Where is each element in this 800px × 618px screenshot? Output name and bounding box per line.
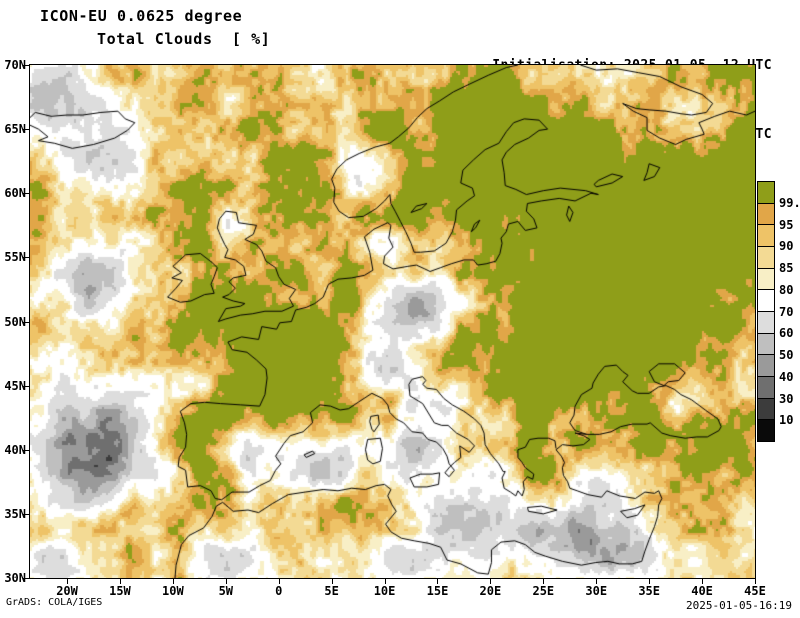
x-tick-mark xyxy=(331,579,333,584)
colorbar-segment xyxy=(758,419,774,442)
colorbar-segment xyxy=(758,202,774,225)
x-tick-label: 40E xyxy=(691,584,713,598)
x-tick-mark xyxy=(543,579,545,584)
x-tick-label: 5E xyxy=(324,584,339,598)
y-tick-label: 70N xyxy=(4,58,26,72)
colorbar-tick-label: 30 xyxy=(779,391,794,406)
x-tick-label: 5W xyxy=(218,584,234,598)
colorbar-tick-label: 40 xyxy=(779,369,794,384)
x-tick-label: 15W xyxy=(109,584,131,598)
x-tick-label: 20W xyxy=(56,584,78,598)
colorbar-segment xyxy=(758,182,774,203)
colorbar xyxy=(757,181,775,442)
x-tick-mark xyxy=(119,579,121,584)
x-tick-mark xyxy=(225,579,227,584)
cloud-cover-map-canvas xyxy=(30,65,755,578)
x-tick-mark xyxy=(67,579,69,584)
colorbar-segment xyxy=(758,397,774,420)
y-tick-label: 60N xyxy=(4,186,26,201)
variable-title: Total Clouds [ %] xyxy=(97,30,271,48)
y-tick-label: 40N xyxy=(4,442,26,457)
x-tick-mark xyxy=(755,579,756,584)
x-tick-label: 45E xyxy=(744,584,766,598)
y-tick-label: 50N xyxy=(4,314,26,329)
grads-credit: GrADS: COLA/IGES xyxy=(6,597,103,608)
x-tick-label: 10W xyxy=(162,584,184,598)
x-tick-label: 0 xyxy=(275,584,283,598)
creation-timestamp: 2025-01-05-16:19 xyxy=(686,599,792,612)
x-tick-mark xyxy=(649,579,651,584)
y-tick-label: 35N xyxy=(4,506,26,521)
colorbar-tick-label: 85 xyxy=(779,261,794,275)
x-tick-label: 15E xyxy=(426,584,449,598)
colorbar-tick-label: 60 xyxy=(779,326,794,341)
x-tick-mark xyxy=(702,579,704,584)
colorbar-segment xyxy=(758,376,774,398)
x-tick-label: 35E xyxy=(638,584,660,598)
colorbar-segment xyxy=(758,332,774,355)
y-tick-label: 55N xyxy=(4,250,26,265)
x-tick-label: 25E xyxy=(532,584,555,598)
y-tick-label: 65N xyxy=(4,122,26,137)
x-tick-label: 10E xyxy=(373,584,396,598)
colorbar-tick-label: 80 xyxy=(779,282,794,297)
colorbar-tick-label: 90 xyxy=(779,239,794,254)
model-title: ICON-EU 0.0625 degree xyxy=(40,7,243,25)
x-tick-mark xyxy=(437,579,439,584)
x-tick-label: 30E xyxy=(585,584,608,598)
map-frame xyxy=(29,64,756,579)
colorbar-tick-label: 50 xyxy=(779,348,794,362)
x-tick-mark xyxy=(172,579,174,584)
colorbar-segment xyxy=(758,224,774,247)
colorbar-tick-label: 95 xyxy=(779,217,794,232)
x-tick-mark xyxy=(490,579,492,584)
y-tick-label: 30N xyxy=(4,571,26,585)
y-tick-label: 45N xyxy=(4,378,26,393)
colorbar-segment xyxy=(758,311,774,333)
colorbar-segment xyxy=(758,354,774,377)
colorbar-tick-label: 10 xyxy=(779,413,794,428)
x-tick-mark xyxy=(278,579,280,584)
colorbar-tick-label: 99.5 xyxy=(779,195,800,210)
colorbar-segment xyxy=(758,246,774,268)
colorbar-segment xyxy=(758,267,774,290)
x-tick-mark xyxy=(384,579,386,584)
colorbar-segment xyxy=(758,289,774,312)
colorbar-tick-label: 70 xyxy=(779,304,794,319)
x-tick-mark xyxy=(596,579,598,584)
x-tick-label: 20E xyxy=(479,584,502,598)
